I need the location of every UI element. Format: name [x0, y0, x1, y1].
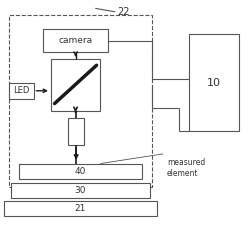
- Bar: [51, 59, 100, 110]
- Bar: [9, 83, 34, 99]
- Text: 22: 22: [118, 7, 130, 17]
- Bar: [189, 34, 239, 131]
- Text: 40: 40: [75, 167, 86, 176]
- Text: measured
element: measured element: [167, 158, 205, 177]
- Bar: [44, 29, 108, 52]
- Text: 10: 10: [207, 78, 221, 88]
- Bar: [11, 183, 150, 198]
- Bar: [19, 164, 142, 179]
- Text: camera: camera: [58, 36, 92, 45]
- Bar: [9, 15, 152, 187]
- Text: LED: LED: [13, 86, 29, 95]
- Text: 30: 30: [75, 186, 86, 195]
- Text: 21: 21: [75, 204, 86, 213]
- Bar: [68, 118, 84, 145]
- Bar: [4, 201, 157, 216]
